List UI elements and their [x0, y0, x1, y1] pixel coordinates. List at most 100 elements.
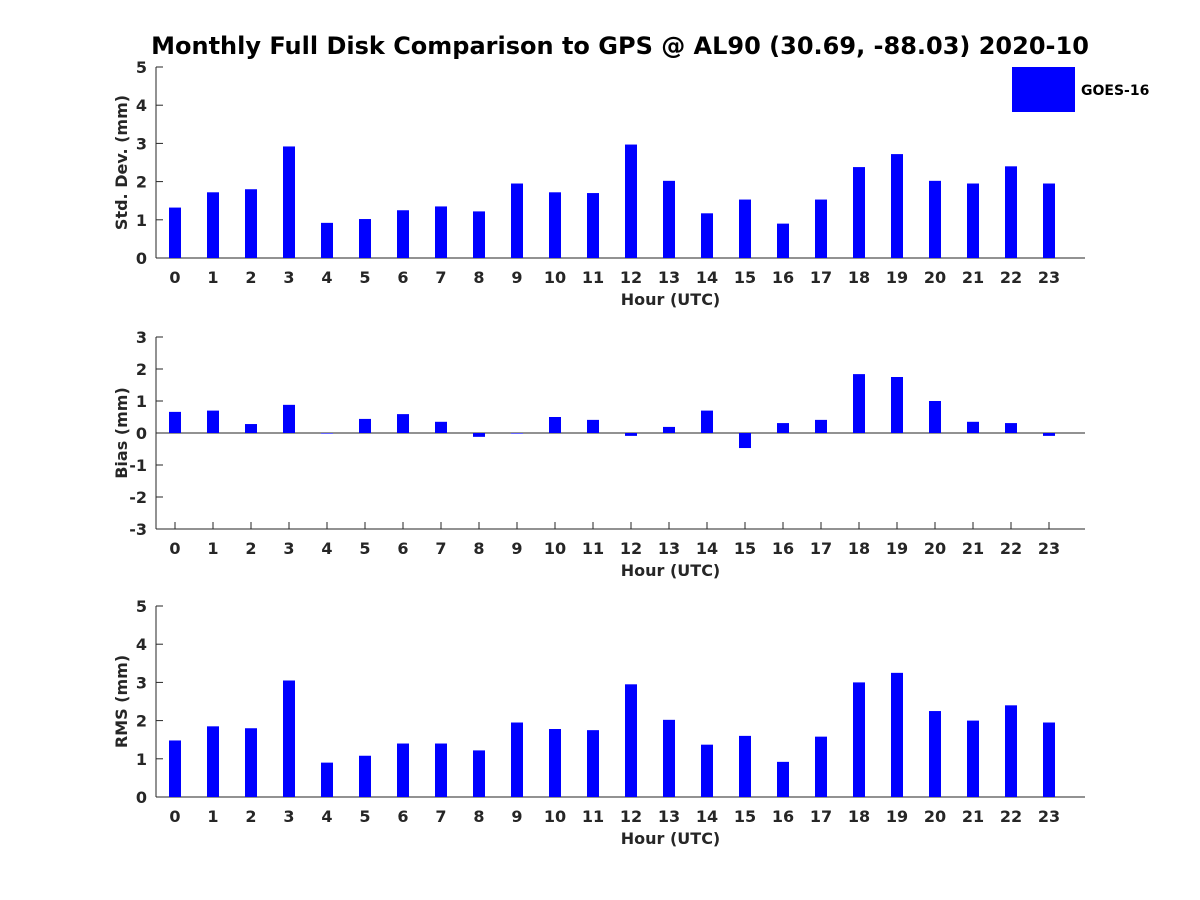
bias-bar-hour-22 [1005, 423, 1017, 433]
bias-x-tick-label: 17 [810, 539, 832, 558]
bias-bar-hour-10 [549, 417, 561, 433]
rms-bar-hour-5 [359, 755, 371, 797]
bias-x-tick-label: 10 [544, 539, 566, 558]
rms-x-tick-label: 7 [435, 807, 446, 826]
bias-bar-hour-0 [169, 411, 181, 433]
rms-bar-hour-2 [245, 728, 257, 797]
std-dev-bar-hour-20 [929, 180, 941, 258]
std-dev-bar-hour-10 [549, 192, 561, 258]
rms-bar-hour-6 [397, 743, 409, 797]
std-dev-bar-hour-3 [283, 146, 295, 258]
rms-bar-hour-4 [321, 762, 333, 797]
rms-bar-hour-12 [625, 684, 637, 797]
rms-bar-hour-20 [929, 711, 941, 797]
bias-x-tick-label: 5 [359, 539, 370, 558]
rms-x-tick-label: 0 [169, 807, 180, 826]
std-dev-bar-hour-14 [701, 213, 713, 258]
rms-bar-hour-7 [435, 743, 447, 797]
std-dev-x-tick-label: 11 [582, 268, 604, 287]
rms-bar-hour-14 [701, 744, 713, 797]
std-dev-bar-hour-9 [511, 183, 523, 258]
rms-bar-hour-23 [1043, 722, 1055, 797]
std-dev-x-tick-label: 17 [810, 268, 832, 287]
rms-x-tick-label: 3 [283, 807, 294, 826]
rms-x-tick-label: 9 [511, 807, 522, 826]
bias-bar-hour-19 [891, 377, 903, 433]
std-dev-bar-hour-1 [207, 192, 219, 258]
std-dev-bar-hour-8 [473, 211, 485, 258]
std-dev-x-tick-label: 4 [321, 268, 332, 287]
std-dev-x-tick-label: 6 [397, 268, 408, 287]
std-dev-x-tick-label: 8 [473, 268, 484, 287]
bias-x-tick-label: 20 [924, 539, 946, 558]
bias-y-tick-label: -2 [129, 488, 147, 507]
std-dev-x-tick-label: 15 [734, 268, 756, 287]
bias-bar-hour-14 [701, 410, 713, 433]
std-dev-x-tick-label: 10 [544, 268, 566, 287]
rms-bar-hour-8 [473, 750, 485, 797]
bias-bar-hour-4 [321, 433, 333, 434]
std-dev-x-tick-label: 5 [359, 268, 370, 287]
bias-bar-hour-6 [397, 414, 409, 433]
rms-x-axis-label: Hour (UTC) [621, 829, 721, 848]
bias-bar-hour-1 [207, 410, 219, 433]
rms-x-tick-label: 6 [397, 807, 408, 826]
std-dev-bar-hour-22 [1005, 166, 1017, 258]
rms-x-tick-label: 5 [359, 807, 370, 826]
rms-y-tick-label: 3 [136, 673, 147, 692]
bias-y-tick-label: 2 [136, 360, 147, 379]
rms-x-tick-label: 17 [810, 807, 832, 826]
std-dev-bar-hour-21 [967, 183, 979, 258]
rms-x-tick-label: 10 [544, 807, 566, 826]
rms-x-tick-label: 14 [696, 807, 718, 826]
rms-bar-hour-18 [853, 682, 865, 797]
bias-bar-hour-15 [739, 433, 751, 449]
std-dev-bar-hour-0 [169, 207, 181, 258]
legend: GOES-16 [1012, 67, 1149, 112]
rms-bar-hour-22 [1005, 705, 1017, 797]
rms-bar-hour-3 [283, 680, 295, 797]
std-dev-bar-hour-11 [587, 193, 599, 258]
rms-x-tick-label: 4 [321, 807, 332, 826]
rms-x-tick-label: 20 [924, 807, 946, 826]
bias-bar-hour-16 [777, 423, 789, 433]
bias-x-tick-label: 19 [886, 539, 908, 558]
std-dev-x-tick-label: 3 [283, 268, 294, 287]
rms-x-tick-label: 2 [245, 807, 256, 826]
std-dev-bar-hour-2 [245, 189, 257, 258]
rms-x-tick-label: 15 [734, 807, 756, 826]
bias-y-tick-label: 3 [136, 328, 147, 347]
bias-x-tick-label: 3 [283, 539, 294, 558]
std-dev-bar-hour-6 [397, 210, 409, 258]
rms-x-tick-label: 22 [1000, 807, 1022, 826]
std-dev-x-axis-label: Hour (UTC) [621, 290, 721, 309]
bias-bar-hour-3 [283, 404, 295, 433]
std-dev-x-tick-label: 9 [511, 268, 522, 287]
bias-bar-hour-20 [929, 401, 941, 433]
rms-bar-hour-13 [663, 719, 675, 797]
bias-bar-hour-18 [853, 374, 865, 433]
bias-x-tick-label: 15 [734, 539, 756, 558]
std-dev-x-tick-label: 16 [772, 268, 794, 287]
std-dev-y-tick-label: 4 [136, 96, 147, 115]
bias-y-tick-label: 1 [136, 392, 147, 411]
std-dev-y-axis-label: Std. Dev. (mm) [112, 95, 131, 230]
std-dev-bar-hour-19 [891, 154, 903, 258]
bias-bar-hour-17 [815, 419, 827, 433]
rms-bar-hour-17 [815, 736, 827, 797]
rms-bar-hour-19 [891, 672, 903, 797]
bias-x-tick-label: 1 [207, 539, 218, 558]
rms-bar-hour-9 [511, 722, 523, 797]
rms-bar-hour-10 [549, 729, 561, 797]
rms-y-tick-label: 1 [136, 750, 147, 769]
std-dev-bar-hour-23 [1043, 183, 1055, 258]
bias-x-tick-label: 6 [397, 539, 408, 558]
std-dev-bar-hour-7 [435, 206, 447, 258]
std-dev-x-tick-label: 21 [962, 268, 984, 287]
std-dev-y-tick-label: 2 [136, 173, 147, 192]
bias-x-tick-label: 8 [473, 539, 484, 558]
chart-title: Monthly Full Disk Comparison to GPS @ AL… [151, 32, 1089, 60]
